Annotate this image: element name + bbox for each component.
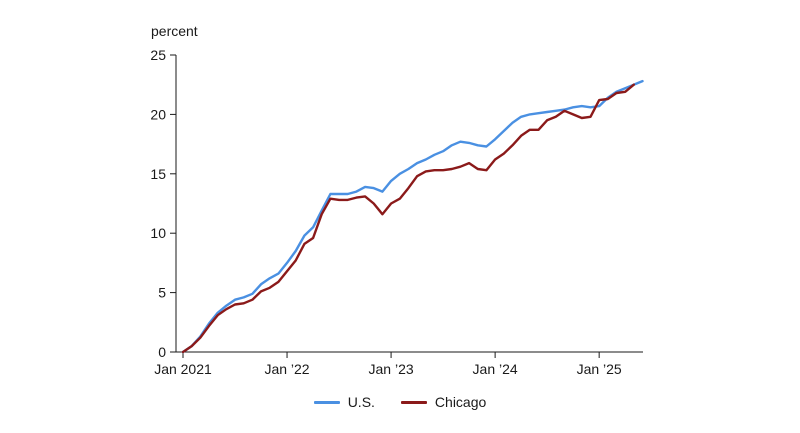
y-tick-label: 25: [150, 47, 166, 63]
series-line-us: [181, 79, 644, 354]
legend: U.S. Chicago: [0, 394, 800, 410]
y-tick-label: 0: [158, 344, 166, 360]
line-chart: percent 0 5 10 15 20 25 Jan 2021 Jan ’22 Jan ’23…: [150, 23, 644, 377]
legend-label-us: U.S.: [347, 394, 375, 410]
axes: 0 5 10 15 20 25 Jan 2021 Jan ’22 Jan ’23 Jan ’24 J…: [150, 47, 643, 377]
x-tick-label: Jan ’23: [369, 361, 414, 377]
legend-label-chicago: Chicago: [434, 394, 487, 410]
x-tick-label: Jan ’22: [264, 361, 309, 377]
legend-item-chicago: Chicago: [400, 394, 487, 410]
y-tick-label: 20: [150, 106, 166, 122]
series-layer: [181, 79, 644, 354]
y-tick-label: 5: [158, 285, 166, 301]
y-tick-label: 10: [150, 225, 166, 241]
x-tick-label: Jan ’24: [473, 361, 518, 377]
legend-swatch-us: [313, 400, 340, 404]
y-axis-unit-label: percent: [151, 23, 198, 39]
x-tick-label: Jan ’25: [577, 361, 622, 377]
y-tick-label: 15: [150, 166, 166, 182]
series-line-chicago: [181, 83, 635, 354]
legend-swatch-chicago: [400, 400, 427, 404]
x-tick-label: Jan 2021: [154, 361, 212, 377]
legend-item-us: U.S.: [313, 394, 375, 410]
